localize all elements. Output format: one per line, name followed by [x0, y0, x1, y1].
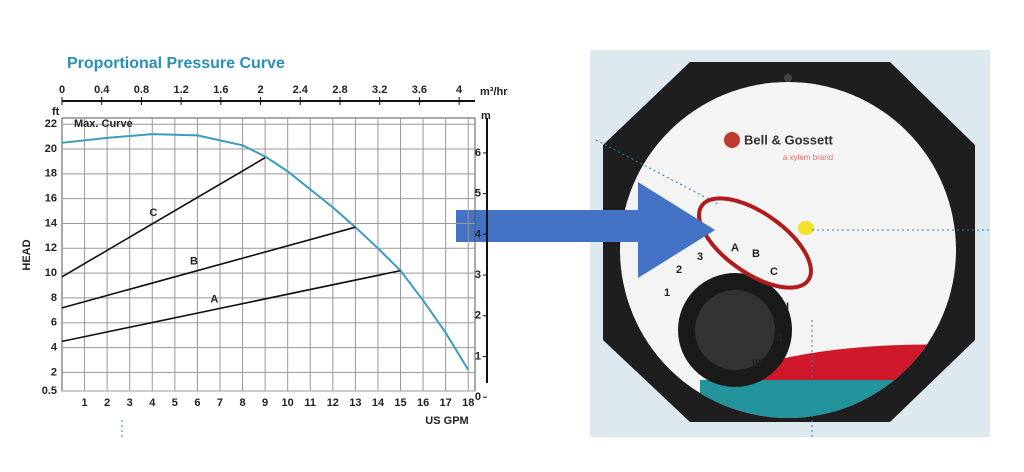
x-tick-label: 11: [304, 397, 316, 409]
y-tick-label: 2: [51, 366, 57, 378]
x-tick-label: 1: [82, 397, 88, 409]
y-unit: ft: [52, 106, 60, 118]
x-tick-label: 3: [127, 397, 133, 409]
series-line: [61, 133, 470, 371]
y-tick-label: 16: [45, 193, 57, 205]
speed-label: 2: [676, 264, 682, 276]
mode-label: A: [731, 242, 739, 254]
arrow: [456, 182, 715, 278]
x-tick-label: 10: [282, 397, 294, 409]
x2-tick-label: 2.4: [293, 84, 309, 96]
constant-label: II: [776, 332, 782, 344]
y2-tick-label: 5: [475, 188, 481, 200]
x-tick-label: 13: [349, 397, 361, 409]
y-tick-label: 12: [45, 242, 57, 254]
x2-tick-label: 1.2: [173, 84, 188, 96]
x2-tick-label: 4: [456, 84, 463, 96]
x-tick-label: 12: [327, 397, 339, 409]
indicator-light: [798, 221, 814, 235]
y-tick-label: 8: [51, 292, 57, 304]
logo: [724, 132, 740, 148]
x-axis-label: US GPM: [425, 415, 468, 427]
x-tick-label: 17: [440, 397, 452, 409]
y-tick-label: 14: [45, 217, 58, 229]
x-tick-label: 9: [262, 397, 268, 409]
y2-tick-label: 1: [475, 350, 481, 362]
x-tick-label: 16: [417, 397, 429, 409]
knob-center: [695, 290, 775, 370]
series-label: C: [149, 207, 157, 219]
x2-tick-label: 2.8: [332, 84, 347, 96]
constant-label: I: [786, 301, 789, 313]
x2-tick-label: 0.8: [134, 84, 149, 96]
series-label: Max. Curve: [74, 118, 133, 130]
brand: Bell & Gossett: [744, 132, 834, 147]
x2-tick-label: 0: [59, 84, 65, 96]
y2-axis-label: m: [481, 110, 491, 122]
y-tick-label: 6: [51, 317, 57, 329]
y2-tick-label: 4: [475, 228, 482, 240]
y2-tick-label: 3: [475, 269, 481, 281]
mode-label: C: [770, 266, 778, 278]
x2-tick-label: 0.4: [94, 84, 110, 96]
x-tick-label: 7: [217, 397, 223, 409]
y-axis-label: HEAD: [21, 239, 33, 270]
x-tick-label: 6: [194, 397, 200, 409]
speed-label: 3: [697, 251, 703, 263]
series-label: A: [210, 293, 218, 305]
mode-label: B: [752, 248, 760, 260]
series-label: B: [190, 255, 198, 267]
y2-tick-label: 0: [475, 391, 481, 403]
constant-label: III: [752, 358, 761, 370]
x-tick-label: 5: [172, 397, 178, 409]
x-tick-label: 14: [372, 397, 385, 409]
y-tick-label: 20: [45, 143, 57, 155]
y-tick-label: 0.5: [42, 385, 57, 397]
x2-tick-label: 1.6: [213, 84, 228, 96]
series-line: [61, 226, 356, 309]
highlight-ellipse: [697, 196, 813, 290]
y-tick-label: 22: [45, 118, 57, 130]
tagline: a xylem brand: [783, 153, 833, 162]
x-tick-label: 2: [104, 397, 110, 409]
y2-tick-label: 2: [475, 310, 481, 322]
y2-tick-label: 6: [475, 147, 481, 159]
x-tick-label: 8: [239, 397, 245, 409]
series-line: [61, 269, 401, 343]
x2-tick-label: 3.2: [372, 84, 387, 96]
y-tick-label: 4: [51, 341, 58, 353]
x2-tick-label: 3.6: [412, 84, 427, 96]
x-tick-label: 18: [462, 397, 474, 409]
series-line: [61, 157, 266, 278]
x-tick-label: 15: [394, 397, 406, 409]
x2-axis-label: m³/hr: [480, 86, 508, 98]
y-tick-label: 10: [45, 267, 57, 279]
screw: [784, 74, 792, 82]
callout-line: [595, 139, 721, 206]
chart-title: Proportional Pressure Curve: [67, 55, 285, 72]
y-tick-label: 18: [45, 168, 57, 180]
pump-photo: Bell & Gossett a xylem brand A B C 1 2 3…: [590, 50, 990, 437]
x-tick-label: 4: [149, 397, 156, 409]
x2-tick-label: 2: [257, 84, 263, 96]
speed-label: 1: [664, 287, 670, 299]
